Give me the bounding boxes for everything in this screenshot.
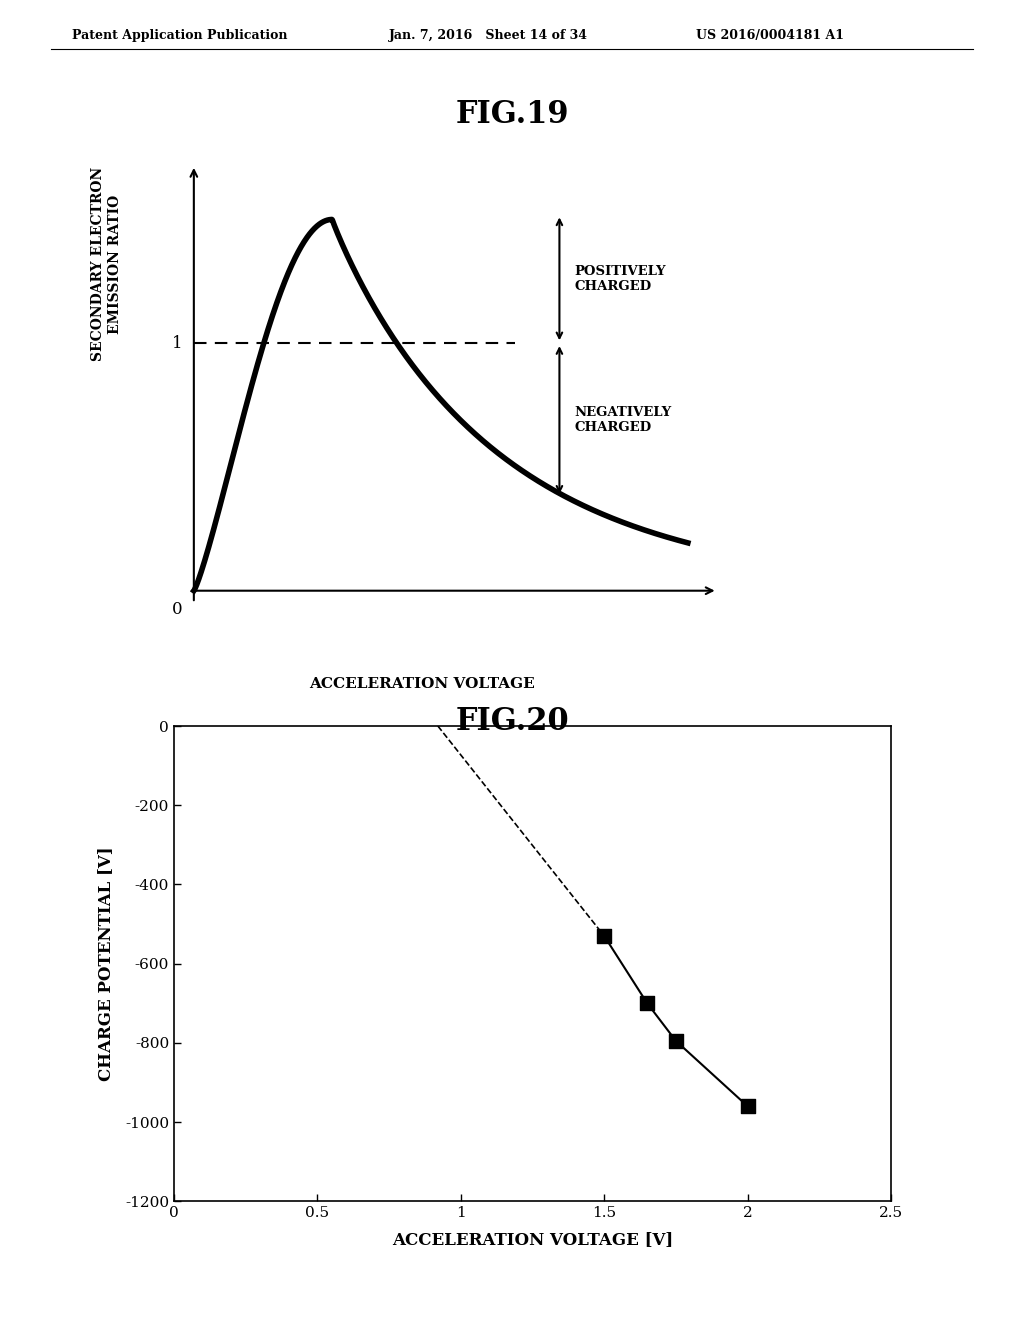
Text: US 2016/0004181 A1: US 2016/0004181 A1 — [696, 29, 845, 42]
Text: NEGATIVELY
CHARGED: NEGATIVELY CHARGED — [574, 407, 672, 434]
Text: Patent Application Publication: Patent Application Publication — [72, 29, 287, 42]
Text: 0: 0 — [172, 601, 183, 618]
X-axis label: ACCELERATION VOLTAGE [V]: ACCELERATION VOLTAGE [V] — [392, 1232, 673, 1249]
Text: POSITIVELY
CHARGED: POSITIVELY CHARGED — [574, 265, 666, 293]
Text: FIG.20: FIG.20 — [456, 706, 568, 737]
Text: SECONDARY ELECTRON
EMISSION RATIO: SECONDARY ELECTRON EMISSION RATIO — [91, 166, 122, 362]
Point — [596, 925, 612, 946]
Point — [668, 1030, 684, 1051]
Y-axis label: CHARGE POTENTIAL [V]: CHARGE POTENTIAL [V] — [97, 846, 114, 1081]
Text: Jan. 7, 2016   Sheet 14 of 34: Jan. 7, 2016 Sheet 14 of 34 — [389, 29, 588, 42]
Point — [639, 993, 655, 1014]
Text: FIG.19: FIG.19 — [456, 99, 568, 129]
Point — [739, 1096, 756, 1117]
Text: 1: 1 — [172, 335, 183, 351]
Text: ACCELERATION VOLTAGE: ACCELERATION VOLTAGE — [309, 677, 535, 692]
